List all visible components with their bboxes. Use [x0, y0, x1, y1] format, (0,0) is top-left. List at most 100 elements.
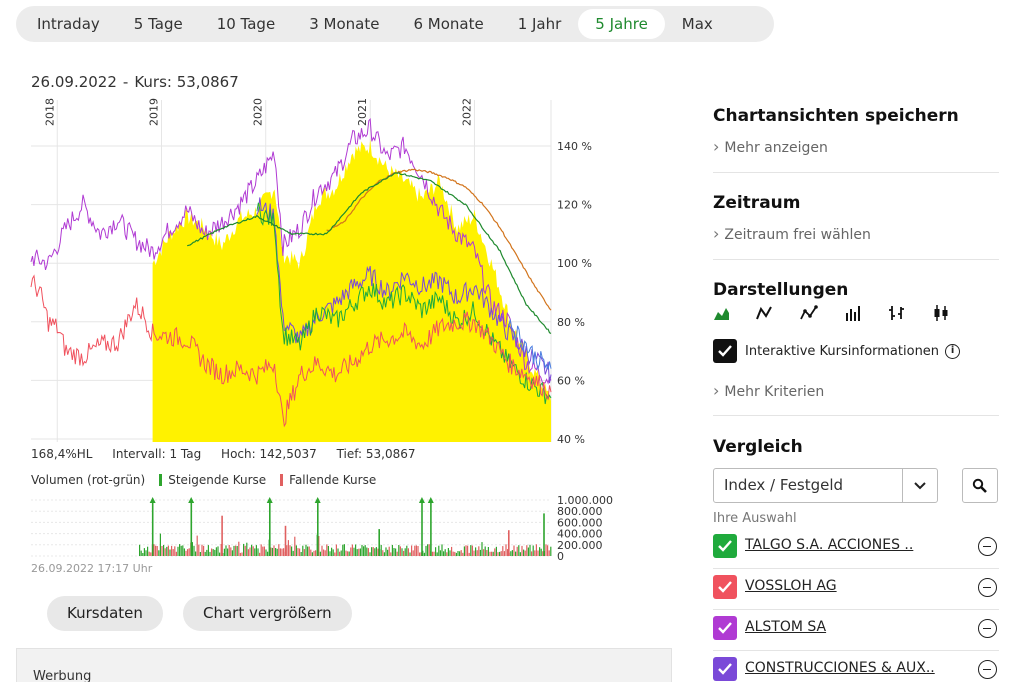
compare-title: Vergleich [713, 437, 803, 457]
check-icon [718, 663, 732, 675]
area-chart-icon[interactable] [713, 304, 731, 322]
remove-icon[interactable] [978, 660, 997, 679]
kursdaten-button[interactable]: Kursdaten [47, 596, 163, 631]
tab-intraday[interactable]: Intraday [37, 15, 100, 33]
volume-bar [417, 546, 419, 556]
compare-item-checkbox[interactable] [713, 575, 737, 599]
volume-bar [516, 546, 518, 556]
tab-10-tage[interactable]: 10 Tage [216, 15, 276, 33]
compare-search-button[interactable] [962, 468, 998, 503]
volume-bar [351, 544, 353, 556]
volume-bar [377, 548, 379, 556]
compare-select[interactable]: Index / Festgeld [713, 468, 938, 503]
volume-bar [441, 544, 443, 556]
y-tick-label: 100 % [557, 257, 592, 270]
more-criteria-link[interactable]: Mehr Kriterien [713, 381, 824, 400]
volume-bar [355, 544, 357, 556]
volume-bar [199, 552, 201, 556]
volume-bar [326, 544, 328, 556]
compare-item-checkbox[interactable] [713, 616, 737, 640]
volume-bar [399, 546, 401, 556]
volume-bar [260, 544, 262, 556]
volume-bar [219, 552, 221, 556]
chart-interval: Intervall: 1 Tag [112, 447, 202, 461]
volume-bar [406, 545, 408, 556]
more-link[interactable]: Mehr anzeigen [713, 137, 827, 156]
volume-bar [166, 546, 168, 556]
compare-item: TALGO S.A. ACCIONES .. [713, 531, 999, 571]
compare-item-checkbox[interactable] [713, 534, 737, 558]
candlestick-chart-icon[interactable] [932, 304, 950, 322]
info-icon[interactable]: i [945, 343, 961, 359]
dotted-line-chart-icon[interactable] [800, 304, 818, 322]
volume-bar [191, 542, 193, 556]
volume-bar [388, 546, 390, 556]
y-tick-label: 40 % [557, 433, 585, 446]
compare-item-name[interactable]: ALSTOM SA [745, 619, 827, 635]
remove-icon[interactable] [978, 578, 997, 597]
tab-1-jahr[interactable]: 1 Jahr [517, 15, 562, 33]
compare-item: ALSTOM SA [713, 613, 999, 653]
volume-bar [401, 548, 403, 556]
volume-bar [487, 547, 489, 556]
interactive-info-checkbox[interactable] [713, 339, 737, 363]
volume-bar [500, 551, 502, 556]
chevron-down-icon[interactable] [902, 469, 937, 502]
volume-bar [161, 546, 163, 556]
bar-chart-icon[interactable] [844, 304, 862, 322]
volume-bar [324, 550, 326, 556]
volume-overflow-arrow [427, 497, 434, 503]
volume-bar [371, 547, 373, 556]
volume-bar [390, 552, 392, 556]
volume-bar [159, 533, 161, 556]
compare-item-name[interactable]: CONSTRUCCIONES & AUX.. [745, 660, 935, 676]
volume-bar [153, 544, 155, 556]
volume-bar [247, 549, 249, 556]
divider [713, 415, 999, 416]
search-icon [972, 478, 987, 493]
line-chart-icon[interactable] [756, 304, 774, 322]
volume-bar [281, 548, 283, 556]
compare-item-name[interactable]: TALGO S.A. ACCIONES .. [745, 537, 914, 553]
volume-bar [492, 551, 494, 556]
volume-bar [270, 547, 272, 556]
volume-bar [548, 550, 550, 556]
volume-bar [497, 552, 499, 556]
tab-3-monate[interactable]: 3 Monate [309, 15, 380, 33]
y-tick-label: 60 % [557, 374, 585, 387]
volume-peak-bar [269, 500, 271, 556]
volume-legend: Volumen (rot-grün) Steigende Kurse Falle… [31, 473, 376, 487]
volume-y-tick-label: 800.000 [557, 505, 603, 518]
volume-bar [239, 552, 241, 556]
volume-bar [486, 550, 488, 556]
tab-6-monate[interactable]: 6 Monate [413, 15, 484, 33]
tab-max[interactable]: Max [681, 15, 713, 33]
chart-enlarge-button[interactable]: Chart vergrößern [183, 596, 352, 631]
period-link[interactable]: Zeitraum frei wählen [713, 224, 871, 243]
selection-caption: Ihre Auswahl [713, 511, 797, 526]
volume-bar [286, 545, 288, 556]
volume-bar [481, 542, 483, 556]
display-title: Darstellungen [713, 280, 849, 300]
volume-bar [358, 548, 360, 556]
compare-item-checkbox[interactable] [713, 657, 737, 681]
compare-item-name[interactable]: VOSSLOH AG [745, 578, 837, 594]
volume-legend-up: Steigende Kurse [168, 473, 267, 487]
volume-bar [540, 548, 542, 556]
remove-icon[interactable] [978, 537, 997, 556]
tab-5-tage[interactable]: 5 Tage [133, 15, 183, 33]
price-chart[interactable]: 40 % 60 % 80 % 100 % 120 % 140 % 2018 2019 2020 2… [0, 90, 640, 450]
volume-bar [252, 546, 254, 556]
volume-bar [246, 542, 248, 556]
volume-peak-bar [190, 500, 193, 556]
volume-bar [271, 547, 273, 556]
volume-bar [423, 552, 425, 556]
volume-bar [150, 552, 152, 556]
volume-bar [278, 544, 280, 556]
remove-icon[interactable] [978, 619, 997, 638]
ohlc-chart-icon[interactable] [888, 304, 906, 322]
volume-peak-bar [151, 500, 154, 556]
volume-bar [175, 551, 177, 556]
tab-5-jahre[interactable]: 5 Jahre [578, 9, 665, 39]
